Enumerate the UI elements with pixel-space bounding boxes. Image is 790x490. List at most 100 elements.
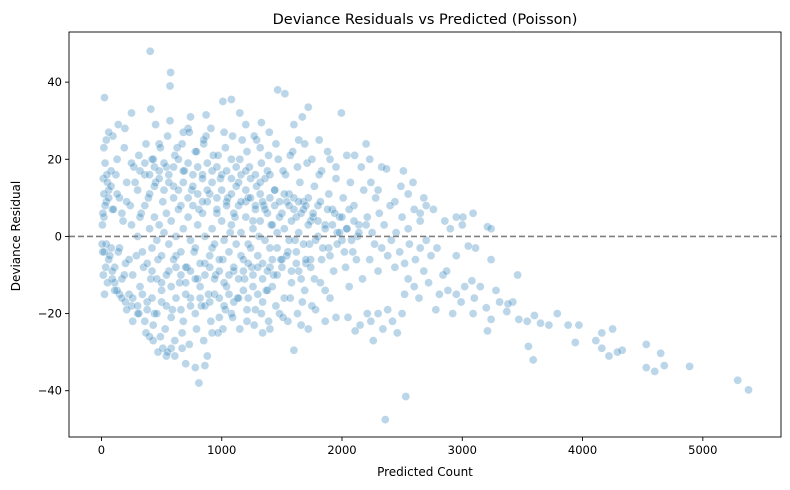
data-point [201, 131, 211, 141]
data-point [195, 259, 205, 268]
data-point [166, 282, 176, 291]
data-point [265, 324, 275, 334]
data-point [218, 97, 228, 106]
data-point [169, 182, 178, 191]
data-point [431, 305, 441, 315]
data-point [203, 197, 212, 206]
data-point [210, 274, 219, 284]
data-point [329, 266, 338, 276]
data-point [97, 239, 107, 249]
data-point [483, 326, 492, 336]
data-point [177, 139, 187, 149]
data-point [313, 201, 323, 210]
data-point [222, 201, 231, 210]
data-point [145, 46, 155, 56]
data-point [354, 220, 364, 230]
data-point [342, 224, 352, 233]
data-point [276, 255, 286, 264]
data-point [395, 247, 405, 257]
data-point [212, 209, 222, 218]
data-point [283, 247, 293, 257]
data-point [325, 251, 335, 260]
data-point [150, 309, 159, 318]
data-point [275, 197, 284, 206]
data-point [236, 251, 246, 260]
data-point [216, 174, 225, 183]
data-point [194, 205, 204, 214]
data-point [217, 185, 226, 195]
data-point [110, 278, 119, 288]
data-point [135, 282, 145, 291]
data-point [359, 185, 369, 195]
data-point [403, 224, 413, 233]
data-point [132, 251, 141, 260]
data-point [222, 282, 231, 291]
data-point [361, 220, 371, 230]
data-point [377, 162, 387, 172]
data-point [350, 151, 359, 160]
data-point [171, 262, 181, 272]
data-point [136, 209, 146, 218]
data-point [203, 351, 212, 361]
data-point [440, 216, 450, 226]
data-point [248, 270, 258, 280]
data-point [145, 332, 154, 342]
y-tick-label: 0 [55, 229, 62, 243]
data-point [295, 178, 305, 187]
data-point [162, 162, 171, 172]
data-point [362, 309, 372, 318]
data-point [263, 286, 272, 295]
data-point [248, 282, 258, 291]
data-point [236, 228, 246, 237]
data-point [223, 193, 233, 203]
data-point [335, 228, 344, 237]
data-point [127, 301, 136, 311]
data-point [486, 224, 496, 233]
data-point [207, 224, 217, 233]
data-point [366, 178, 376, 187]
data-point [108, 131, 118, 141]
data-point [307, 301, 317, 311]
data-point [279, 293, 289, 303]
data-point [191, 243, 200, 253]
data-point [293, 162, 302, 172]
data-point [200, 301, 210, 311]
data-point [127, 158, 136, 168]
data-point [128, 293, 137, 303]
data-point [176, 305, 186, 315]
data-point [98, 247, 107, 257]
data-point [169, 255, 178, 264]
data-point [281, 170, 290, 179]
data-point [255, 189, 265, 199]
data-point [240, 274, 249, 284]
data-point [195, 293, 205, 303]
data-point [316, 197, 325, 206]
data-point [468, 309, 478, 318]
data-point [170, 151, 180, 160]
data-point [186, 301, 195, 311]
data-point [128, 270, 137, 280]
data-point [365, 155, 375, 164]
chart-title: Deviance Residuals vs Predicted (Poisson… [273, 12, 578, 28]
data-point [102, 197, 111, 206]
data-point [110, 262, 119, 272]
data-point [341, 262, 350, 272]
data-point [104, 193, 113, 203]
data-point [162, 351, 171, 361]
data-point [106, 243, 116, 253]
data-point [278, 313, 288, 322]
x-tick-label: 0 [98, 443, 105, 457]
data-point [303, 220, 313, 230]
data-point [221, 305, 230, 315]
data-point [120, 124, 130, 133]
data-point [168, 305, 177, 315]
data-point [317, 166, 326, 176]
data-point [193, 220, 202, 230]
data-point [219, 278, 229, 288]
data-point [524, 342, 533, 351]
data-point [133, 185, 142, 195]
data-point [456, 297, 466, 307]
data-point [448, 309, 458, 318]
data-point [169, 162, 178, 172]
data-point [246, 243, 255, 253]
